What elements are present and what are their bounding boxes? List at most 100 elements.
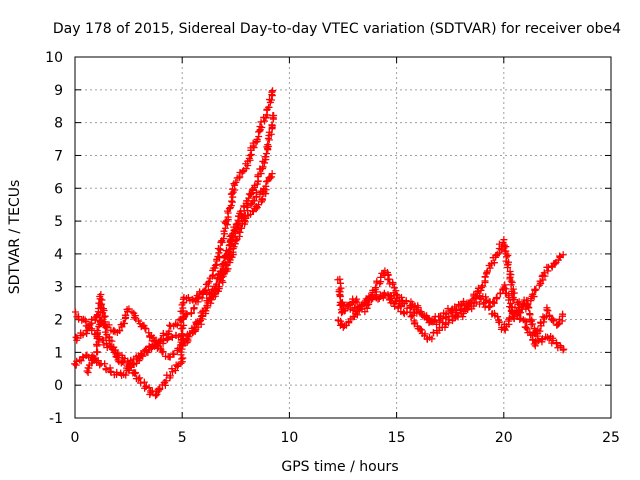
data-point <box>142 325 150 333</box>
x-tick-label: 15 <box>388 430 406 446</box>
series-trace-g <box>336 281 567 340</box>
data-point <box>90 353 98 361</box>
data-point <box>168 333 176 341</box>
data-point <box>529 320 537 328</box>
data-point <box>537 280 545 288</box>
data-point <box>554 320 562 328</box>
data-point <box>103 324 111 332</box>
data-point <box>377 292 385 300</box>
data-point <box>403 304 411 312</box>
data-point <box>96 295 104 303</box>
data-point <box>140 378 148 386</box>
data-point <box>343 301 351 309</box>
data-point <box>480 300 488 308</box>
data-point <box>377 273 385 281</box>
data-point <box>122 371 130 379</box>
data-point <box>134 375 142 383</box>
data-point <box>211 261 219 269</box>
data-point <box>540 318 548 326</box>
data-point <box>73 334 81 342</box>
data-point <box>100 313 108 321</box>
y-tick-label: 9 <box>54 83 63 99</box>
data-point <box>460 297 468 305</box>
x-tick-label: 20 <box>495 430 513 446</box>
data-point <box>507 299 515 307</box>
data-point <box>168 365 176 373</box>
data-point <box>270 112 278 120</box>
data-point <box>417 326 425 334</box>
data-point <box>222 251 230 259</box>
data-point <box>336 292 344 300</box>
data-point <box>224 209 232 217</box>
data-point <box>476 292 484 300</box>
data-point <box>132 369 140 377</box>
data-point <box>95 333 103 341</box>
data-point <box>231 240 239 248</box>
data-point <box>189 327 197 335</box>
data-point <box>389 280 397 288</box>
data-point <box>225 242 233 250</box>
data-point <box>220 235 228 243</box>
data-point <box>166 321 174 329</box>
data-point <box>353 298 361 306</box>
data-point <box>416 309 424 317</box>
data-point <box>559 346 567 354</box>
data-point <box>237 224 245 232</box>
data-point <box>120 320 128 328</box>
data-point <box>257 118 265 126</box>
data-point <box>232 178 240 186</box>
data-point <box>334 276 342 284</box>
data-point <box>88 315 96 323</box>
data-point <box>125 366 133 374</box>
data-point <box>268 170 276 178</box>
data-point <box>156 384 164 392</box>
data-point <box>95 322 103 330</box>
y-axis-label: SDTVAR / TECUs <box>7 180 23 295</box>
data-point <box>262 186 270 194</box>
data-point <box>79 353 87 361</box>
data-point <box>266 174 274 182</box>
data-point <box>509 295 517 303</box>
x-tick-label: 25 <box>602 430 620 446</box>
data-point <box>416 325 424 333</box>
y-tick-label: 0 <box>54 378 63 394</box>
data-point <box>262 178 270 186</box>
data-point <box>541 272 549 280</box>
data-point <box>76 356 84 364</box>
x-tick-label: 10 <box>280 430 298 446</box>
data-point <box>507 281 515 289</box>
data-point <box>101 360 109 368</box>
data-point <box>178 345 186 353</box>
data-point <box>166 372 174 380</box>
data-point <box>197 317 205 325</box>
data-point <box>205 277 213 285</box>
data-point <box>219 271 227 279</box>
data-point <box>550 317 558 325</box>
data-point <box>495 318 503 326</box>
data-point <box>139 352 147 360</box>
data-point <box>220 252 228 260</box>
data-point <box>352 297 360 305</box>
data-point <box>504 252 512 260</box>
data-point <box>201 287 209 295</box>
data-point <box>136 374 144 382</box>
data-point <box>449 309 457 317</box>
data-point <box>81 316 89 324</box>
data-point <box>216 245 224 253</box>
data-point <box>79 331 87 339</box>
data-point <box>264 141 272 149</box>
data-point <box>407 313 415 321</box>
data-point <box>246 151 254 159</box>
data-point <box>428 335 436 343</box>
data-point <box>204 279 212 287</box>
data-point <box>228 197 236 205</box>
data-point <box>214 253 222 261</box>
data-point <box>146 344 154 352</box>
data-point <box>170 350 178 358</box>
data-point <box>515 307 523 315</box>
data-point <box>171 367 179 375</box>
x-tick-label: 0 <box>71 430 80 446</box>
data-point <box>71 308 79 316</box>
data-point <box>108 337 116 345</box>
data-point <box>452 305 460 313</box>
